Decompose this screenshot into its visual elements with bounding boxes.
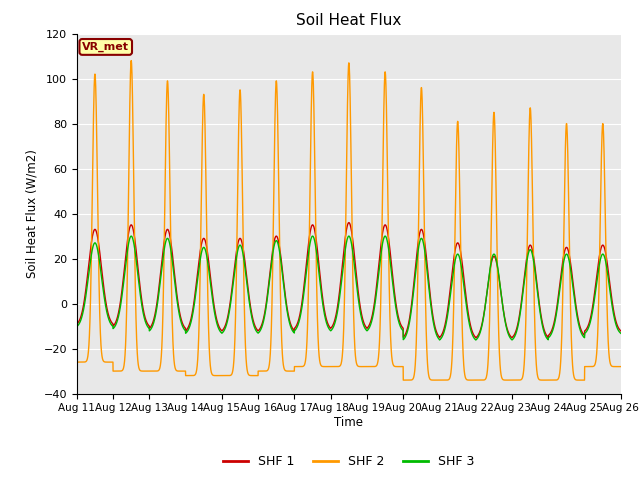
SHF 2 xyxy=(73,359,81,365)
SHF 3 xyxy=(471,336,479,342)
SHF 2 xyxy=(329,364,337,370)
SHF 1 xyxy=(471,334,479,339)
SHF 2 xyxy=(545,377,552,383)
SHF 3 xyxy=(127,233,135,239)
SHF 3 xyxy=(329,326,337,332)
X-axis label: Time: Time xyxy=(334,416,364,429)
SHF 3 xyxy=(436,337,444,343)
Line: SHF 1: SHF 1 xyxy=(77,223,621,338)
SHF 1 xyxy=(472,335,479,341)
SHF 3 xyxy=(171,278,179,284)
SHF 1 xyxy=(617,328,625,334)
SHF 1 xyxy=(616,327,624,333)
SHF 1 xyxy=(73,321,81,327)
SHF 3 xyxy=(73,324,81,329)
SHF 1 xyxy=(171,271,179,277)
SHF 3 xyxy=(502,322,509,327)
SHF 2 xyxy=(127,58,135,63)
SHF 1 xyxy=(441,324,449,330)
SHF 3 xyxy=(617,330,625,336)
SHF 3 xyxy=(441,327,449,333)
SHF 2 xyxy=(502,377,509,383)
Text: VR_met: VR_met xyxy=(82,42,129,52)
SHF 3 xyxy=(616,330,624,336)
SHF 1 xyxy=(328,324,336,329)
Title: Soil Heat Flux: Soil Heat Flux xyxy=(296,13,401,28)
SHF 2 xyxy=(171,363,179,369)
SHF 1 xyxy=(502,320,509,326)
SHF 2 xyxy=(471,377,479,383)
Line: SHF 3: SHF 3 xyxy=(77,236,621,340)
SHF 1 xyxy=(345,220,353,226)
SHF 2 xyxy=(617,364,625,370)
Y-axis label: Soil Heat Flux (W/m2): Soil Heat Flux (W/m2) xyxy=(25,149,38,278)
Line: SHF 2: SHF 2 xyxy=(77,60,621,380)
SHF 2 xyxy=(441,377,449,383)
Legend: SHF 1, SHF 2, SHF 3: SHF 1, SHF 2, SHF 3 xyxy=(218,450,479,473)
SHF 2 xyxy=(616,364,624,370)
